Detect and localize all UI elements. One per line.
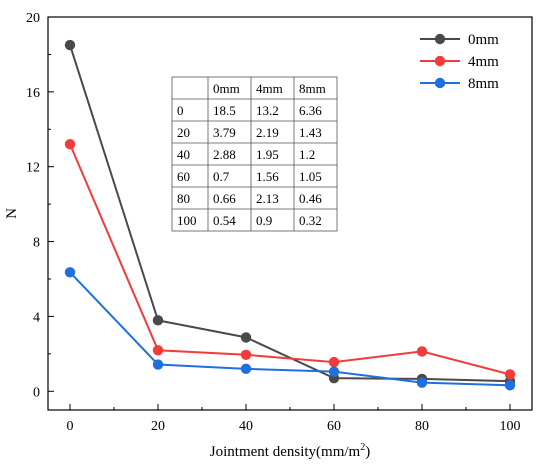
data-point-4mm	[328, 356, 340, 368]
table-header-cell: 0mm	[213, 81, 240, 96]
data-point-8mm	[328, 366, 340, 377]
table-cell: 2.13	[256, 191, 279, 206]
data-table: 0mm 4mm 8mm 0 18.5 13.2 6.36 20 3.79 2.19 1.43 40 2.…	[171, 76, 338, 232]
table-cell: 1.43	[299, 125, 322, 140]
data-point-4mm	[152, 345, 164, 356]
data-point-0mm	[64, 39, 76, 51]
data-point-8mm	[416, 377, 428, 388]
x-tick-label: 0	[67, 419, 74, 434]
table-cell: 6.36	[299, 103, 322, 118]
table-border	[171, 76, 338, 232]
table-cell: 18.5	[213, 103, 236, 118]
table-cell: 1.95	[256, 147, 279, 162]
data-point-4mm	[416, 346, 428, 357]
data-point-8mm	[504, 380, 516, 391]
y-tick-label: 4	[33, 310, 40, 325]
table-header-cell: 4mm	[256, 81, 283, 96]
table-cell: 1.2	[299, 147, 315, 162]
y-tick-label: 16	[26, 86, 40, 101]
table-cell: 0.66	[213, 191, 236, 206]
table-cell: 13.2	[256, 103, 279, 118]
table-cell: 0.46	[299, 191, 322, 206]
y-tick-label: 0	[33, 385, 40, 400]
table-cell: 0.32	[299, 213, 322, 228]
series-8mm	[64, 267, 516, 391]
table-cell: 2.88	[213, 147, 236, 162]
data-point-4mm	[64, 139, 76, 150]
x-tick-label: 80	[415, 419, 429, 434]
table-cell: 1.05	[299, 169, 322, 184]
table-cell: 2.19	[256, 125, 279, 140]
data-point-0mm	[240, 332, 252, 343]
data-point-8mm	[240, 363, 252, 375]
table-cell: 100	[177, 213, 197, 228]
series-4mm	[64, 139, 516, 380]
legend-label-4mm: 4mm	[468, 54, 499, 70]
table-cell: 0.54	[213, 213, 236, 228]
y-axis-title: N	[4, 208, 20, 219]
table-cell: 60	[177, 169, 190, 184]
table-cell: 80	[177, 191, 190, 206]
legend-marker-4mm	[434, 55, 446, 67]
data-point-0mm	[152, 315, 164, 326]
table-cell: 40	[177, 147, 190, 162]
x-tick-label: 100	[500, 419, 521, 434]
x-tick-label: 20	[151, 419, 165, 434]
legend-marker-8mm	[434, 77, 446, 89]
table-header-cell: 8mm	[299, 81, 326, 96]
y-tick-label: 8	[33, 236, 40, 251]
table-cell: 1.56	[256, 169, 279, 184]
x-tick-label: 40	[239, 419, 253, 434]
data-point-4mm	[240, 349, 252, 360]
y-tick-label: 20	[26, 11, 40, 26]
series-line-8mm	[69, 271, 511, 387]
legend-label-8mm: 8mm	[468, 76, 499, 92]
y-tick-label: 12	[26, 161, 40, 176]
legend-label-0mm: 0mm	[468, 32, 499, 48]
legend: 0mm 4mm 8mm	[420, 32, 499, 92]
table-cell: 20	[177, 125, 190, 140]
data-point-4mm	[504, 369, 516, 380]
axes: 0 20 40 60 80 100 0 4 8 12 16 20 Jointment density(m…	[4, 11, 533, 460]
data-point-8mm	[64, 267, 76, 278]
table-cell: 0.7	[213, 169, 230, 184]
plot-area	[64, 39, 516, 391]
x-tick-label: 60	[327, 419, 341, 434]
legend-marker-0mm	[434, 33, 446, 45]
x-axis-title: Jointment density(mm/m2)	[210, 442, 370, 460]
series-line-4mm	[69, 143, 511, 376]
table-cell: 0.9	[256, 213, 272, 228]
table-cell: 0	[177, 103, 184, 118]
table-cell: 3.79	[213, 125, 236, 140]
data-point-8mm	[152, 359, 164, 370]
